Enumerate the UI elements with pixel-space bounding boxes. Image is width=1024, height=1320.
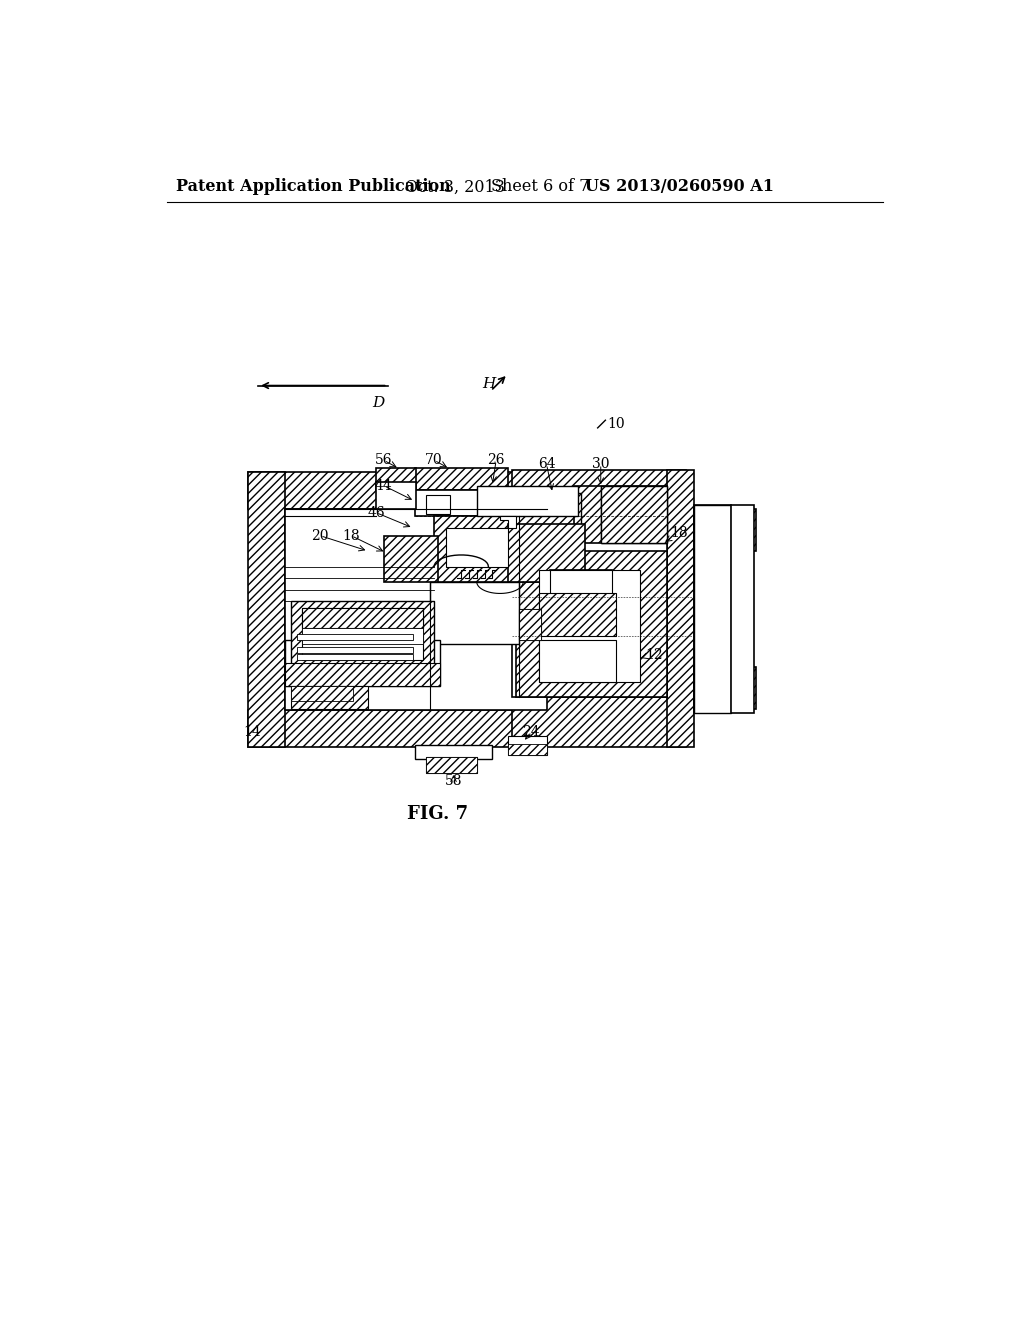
Bar — [415, 744, 493, 759]
Bar — [302, 609, 423, 628]
Bar — [291, 686, 352, 701]
Bar — [302, 609, 423, 660]
Bar — [539, 570, 640, 682]
Bar — [297, 647, 414, 653]
Bar — [573, 486, 667, 544]
Bar — [508, 524, 586, 582]
Bar — [693, 506, 731, 713]
Text: FIG. 7: FIG. 7 — [408, 805, 469, 824]
Polygon shape — [500, 516, 515, 528]
Bar — [519, 609, 541, 640]
Bar — [415, 469, 508, 490]
Bar — [512, 697, 686, 747]
Bar — [376, 482, 417, 508]
Text: Sheet 6 of 7: Sheet 6 of 7 — [490, 178, 589, 195]
Bar — [415, 490, 508, 516]
Bar — [286, 663, 440, 686]
Bar — [248, 471, 286, 747]
Bar — [512, 516, 667, 697]
Bar — [519, 609, 541, 640]
Bar — [550, 570, 612, 620]
Bar — [477, 486, 578, 516]
Bar — [430, 582, 519, 644]
Bar — [248, 471, 547, 508]
Bar — [384, 536, 438, 582]
Bar — [248, 710, 547, 747]
Text: 64: 64 — [538, 457, 555, 471]
Bar — [376, 469, 417, 490]
Bar — [291, 601, 434, 667]
Text: H: H — [482, 378, 496, 391]
Bar — [539, 594, 616, 636]
Bar — [286, 508, 547, 710]
Bar — [731, 506, 755, 713]
Bar — [693, 667, 756, 709]
Bar — [297, 635, 414, 640]
Bar — [667, 470, 693, 747]
Bar — [426, 495, 450, 515]
Text: 46: 46 — [368, 506, 385, 520]
Text: 18: 18 — [342, 529, 360, 543]
Bar — [512, 470, 686, 516]
Text: 26: 26 — [487, 453, 505, 467]
Bar — [693, 508, 756, 552]
Bar — [445, 528, 508, 566]
Text: 44: 44 — [375, 479, 392, 492]
Text: 56: 56 — [375, 453, 392, 467]
Bar — [601, 486, 667, 544]
Text: 12: 12 — [646, 648, 664, 663]
Text: 30: 30 — [592, 457, 609, 471]
Bar — [291, 686, 369, 709]
Text: Oct. 3, 2013: Oct. 3, 2013 — [406, 178, 506, 195]
Text: 20: 20 — [311, 529, 329, 543]
Text: 18: 18 — [671, 527, 688, 540]
Text: 14: 14 — [243, 725, 261, 739]
Bar — [426, 758, 477, 774]
Text: 24: 24 — [522, 725, 540, 739]
Bar — [535, 494, 582, 544]
Bar — [515, 552, 667, 697]
Bar — [297, 655, 414, 660]
Bar — [601, 486, 667, 544]
Bar — [426, 758, 477, 774]
Text: 10: 10 — [607, 417, 625, 432]
Bar — [302, 628, 423, 644]
Bar — [286, 640, 440, 686]
Bar — [693, 506, 731, 713]
Bar — [508, 737, 547, 755]
Text: 70: 70 — [425, 453, 443, 467]
Text: US 2013/0260590 A1: US 2013/0260590 A1 — [586, 178, 774, 195]
Bar — [434, 516, 573, 582]
Bar — [508, 743, 547, 755]
Text: 58: 58 — [444, 774, 462, 788]
Text: D: D — [372, 396, 384, 409]
Bar — [539, 640, 616, 682]
Text: Patent Application Publication: Patent Application Publication — [176, 178, 451, 195]
Bar — [550, 570, 612, 620]
